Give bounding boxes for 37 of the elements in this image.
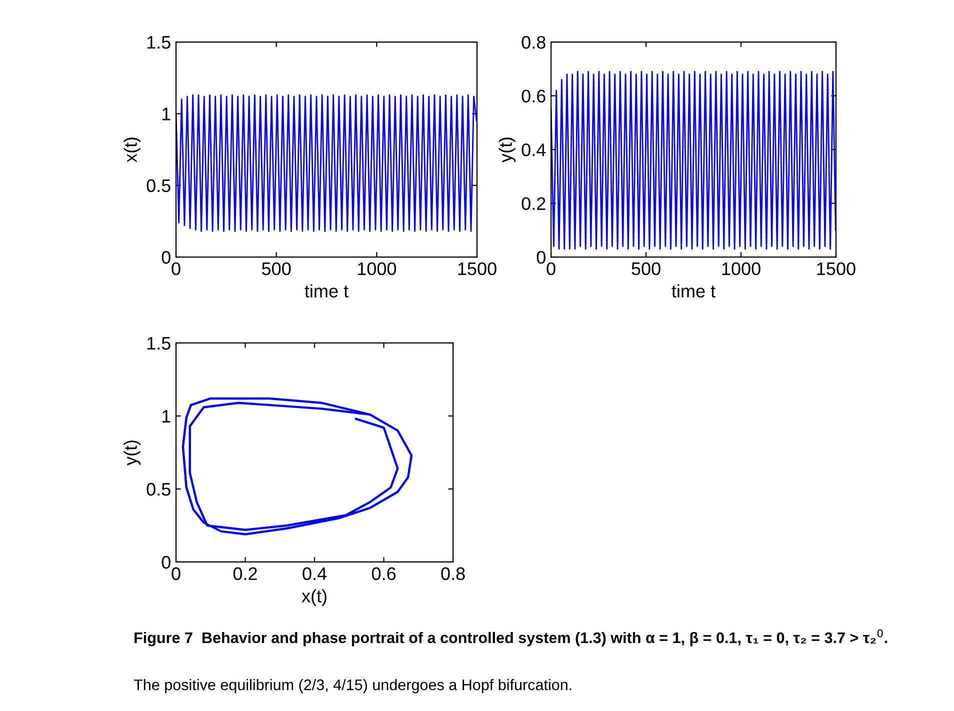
x-tick-label: 0 (172, 567, 180, 580)
y-tick-label: 0.5 (146, 482, 170, 496)
x-tick-label: 0.8 (441, 567, 465, 580)
text: The positive equilibrium (2/3, 4/15) undergoes a Hopf bifurcation. (134, 679, 572, 694)
x-tick-label: 1000 (722, 262, 760, 276)
y-tick-label: 1.5 (147, 36, 170, 49)
x-tick-label: 0 (172, 262, 180, 276)
line-series (551, 70, 836, 250)
y-axis-title: y(t) (498, 138, 516, 163)
x-axis-title: time t (672, 284, 716, 298)
caption: Figure 7 Behavior and phase portrait of a controlled system (1.3) with α = 1, β = 0.1, τ₁ = 0, τ₂ = 3.7 > τ₂$^{0}$. (134, 629, 888, 646)
x-tick-label: 1500 (817, 262, 856, 276)
x-tick-label: 1500 (458, 262, 496, 276)
y-axis-title: x(t) (124, 138, 140, 162)
y-tick-label: 0.5 (146, 179, 170, 192)
x-axis-title: time t (304, 284, 348, 298)
x-tick-label: 0 (546, 262, 556, 276)
line-series (182, 397, 413, 536)
y-tick-label: 0.4 (522, 143, 546, 156)
x-tick-label: 500 (262, 262, 291, 276)
x-tick-label: 0.2 (233, 567, 257, 580)
y-tick-label: 0.6 (522, 90, 546, 102)
y-tick-label: 1 (162, 410, 170, 423)
y-tick-label: 1.5 (147, 337, 170, 350)
y-tick-label: 0 (536, 250, 546, 264)
x-tick-label: 1000 (358, 262, 396, 276)
y-tick-label: 0 (162, 250, 170, 264)
y-tick-label: 1 (162, 108, 170, 120)
x-axis-title: x(t) (302, 589, 326, 606)
x-tick-label: 0.4 (302, 567, 327, 580)
y-tick-label: 0 (162, 556, 170, 569)
y-axis-title: y(t) (124, 440, 140, 466)
x-tick-label: 500 (632, 262, 660, 276)
y-tick-label: 0.8 (522, 36, 546, 49)
line-series (176, 94, 477, 232)
y-tick-label: 0.2 (522, 197, 546, 210)
x-tick-label: 0.6 (372, 567, 396, 580)
